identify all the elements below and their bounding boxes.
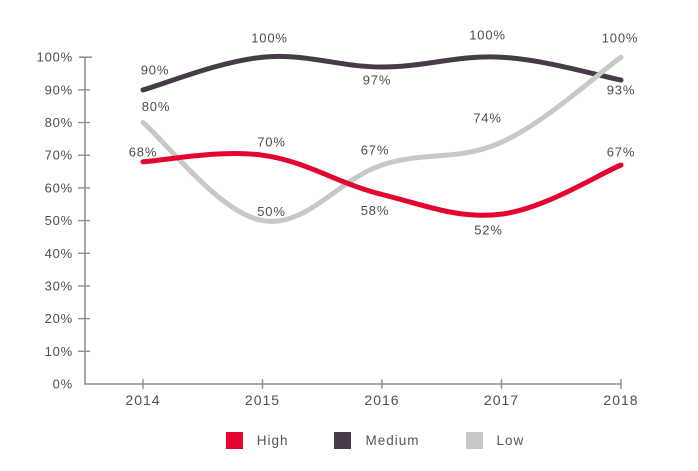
point-label: 97%: [363, 73, 391, 88]
point-label: 70%: [257, 135, 285, 150]
point-label: 90%: [141, 62, 169, 77]
x-tick-label: 2017: [484, 392, 519, 408]
x-tick-label: 2014: [125, 392, 160, 408]
legend-label-low: Low: [496, 433, 525, 448]
y-tick-label: 0%: [53, 377, 73, 392]
point-label: 67%: [607, 145, 635, 160]
y-tick-label: 30%: [45, 278, 73, 293]
x-tick-label: 2018: [603, 392, 638, 408]
series-line-high: [140, 151, 624, 218]
y-tick-label: 70%: [45, 148, 73, 163]
y-tick-label: 40%: [45, 246, 73, 261]
x-tick-label: 2016: [364, 392, 399, 408]
point-label: 67%: [361, 143, 389, 158]
chart-svg: 0%10%20%30%40%50%60%70%80%90%100%2014 201…: [37, 28, 638, 408]
point-label: 100%: [602, 31, 638, 46]
series-labels-high: 68% 70% 58% 52% 67%: [129, 135, 635, 238]
series-labels-medium: 90% 100% 97% 100% 93%: [141, 28, 635, 98]
y-axis: 0% 10% 20% 30% 40% 50% 60% 70% 80% 90% 100%: [37, 50, 92, 392]
y-tick-label: 10%: [45, 344, 73, 359]
point-label: 50%: [257, 204, 285, 219]
point-label: 100%: [469, 28, 505, 43]
point-label: 58%: [361, 203, 389, 218]
series-line-medium: [140, 53, 624, 93]
point-label: 100%: [251, 31, 287, 46]
legend-item-high: High: [225, 432, 289, 449]
point-label: 68%: [129, 144, 157, 159]
point-label: 52%: [474, 223, 502, 238]
legend-swatch-low: [465, 432, 483, 449]
y-tick-label: 100%: [37, 50, 73, 65]
legend-item-low: Low: [465, 432, 525, 449]
legend-label-high: High: [256, 433, 289, 448]
y-tick-label: 60%: [45, 180, 73, 195]
x-axis: 2014 2015 2016 2017 2018: [84, 379, 638, 408]
series-labels-low: 80% 50% 67% 74% 100%: [142, 31, 638, 219]
y-tick-label: 50%: [45, 213, 73, 228]
legend-swatch-high: [225, 432, 243, 449]
legend-item-medium: Medium: [334, 432, 419, 449]
x-tick-label: 2015: [245, 392, 280, 408]
chart-legend: High Medium Low: [52, 432, 698, 449]
point-label: 74%: [473, 111, 501, 126]
point-label: 93%: [607, 83, 635, 98]
series-line-low: [140, 54, 624, 224]
y-tick-label: 80%: [45, 115, 73, 130]
y-tick-label: 90%: [45, 82, 73, 97]
y-tick-label: 20%: [45, 311, 73, 326]
point-label: 80%: [142, 99, 170, 114]
legend-label-medium: Medium: [365, 433, 420, 448]
legend-swatch-medium: [334, 432, 352, 449]
